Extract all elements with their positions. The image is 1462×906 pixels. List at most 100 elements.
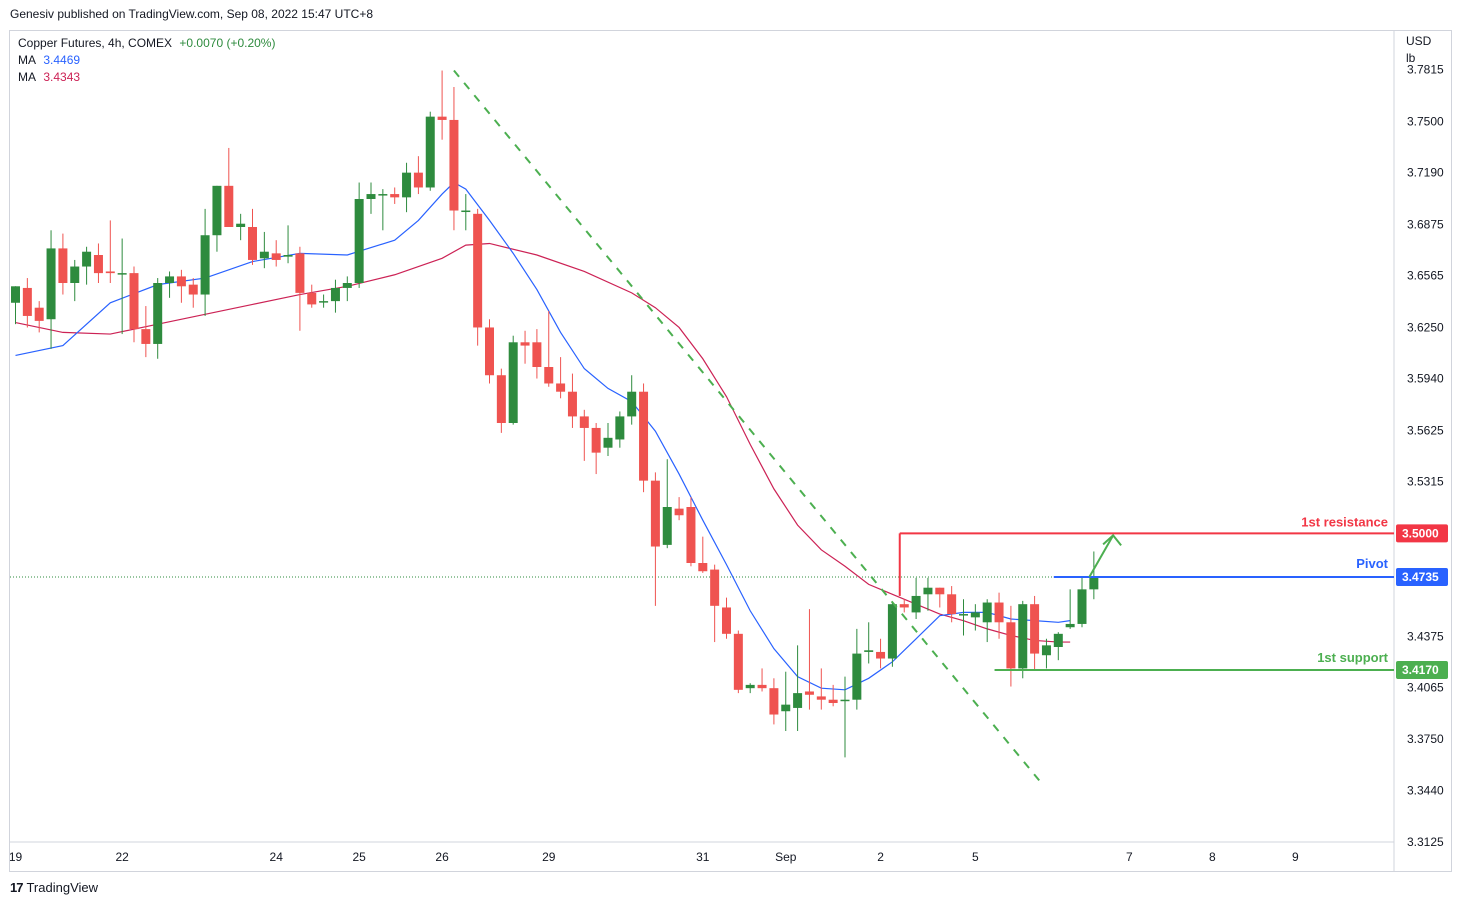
candle-body xyxy=(864,650,874,652)
ma-fast-value: 3.4469 xyxy=(43,53,81,67)
resistance-label: 1st resistance xyxy=(1301,514,1388,529)
downtrend-line xyxy=(453,69,1043,785)
candle-up xyxy=(982,599,992,643)
candle-down xyxy=(579,409,589,461)
ma-slow-line xyxy=(15,242,1071,643)
candle-down xyxy=(769,678,779,725)
candle-up xyxy=(366,182,376,214)
candle-down xyxy=(532,329,542,379)
candle-body xyxy=(366,194,376,199)
candle-down xyxy=(816,668,826,710)
tradingview-logo[interactable]: 17 TradingView xyxy=(10,880,98,895)
candle-up xyxy=(165,271,175,298)
candle-body xyxy=(390,194,400,198)
candle-down xyxy=(733,630,743,694)
candle-down xyxy=(271,240,281,267)
candle-up xyxy=(793,645,803,731)
candle-body xyxy=(46,248,56,320)
candle-body xyxy=(1018,604,1028,669)
candle-body xyxy=(295,253,305,293)
candle-up xyxy=(342,276,352,302)
candle-body xyxy=(698,563,708,572)
x-tick-label: 24 xyxy=(270,850,284,864)
ma-slow-label: MA xyxy=(18,70,36,84)
candle-body xyxy=(899,604,909,608)
candle-down xyxy=(390,187,400,204)
legend-ma-fast-row[interactable]: MA 3.4469 xyxy=(18,52,279,69)
y-tick-label: 3.7500 xyxy=(1407,115,1444,129)
candle-up xyxy=(461,194,471,231)
candle-down xyxy=(485,319,494,384)
candle-body xyxy=(176,276,186,287)
candle-up xyxy=(1018,600,1028,679)
candle-up xyxy=(425,111,435,191)
candle-body xyxy=(188,284,198,295)
candle-down xyxy=(224,147,234,227)
candle-body xyxy=(959,614,968,616)
candle-up xyxy=(923,577,933,611)
candle-up xyxy=(970,604,980,631)
y-tick-label: 3.7190 xyxy=(1407,166,1444,180)
x-tick-label: 22 xyxy=(115,850,129,864)
candle-body xyxy=(615,416,625,440)
candle-up xyxy=(212,185,222,252)
candle-body xyxy=(544,367,554,384)
x-tick-label: 9 xyxy=(1292,850,1299,864)
x-tick-label: 26 xyxy=(435,850,449,864)
candle-up xyxy=(864,622,874,664)
candle-down xyxy=(544,311,554,387)
x-tick-label: 25 xyxy=(352,850,366,864)
candle-body xyxy=(437,116,447,120)
legend-symbol-row: Copper Futures, 4h, COMEX +0.0070 (+0.20… xyxy=(18,35,279,52)
legend-ma-slow-row[interactable]: MA 3.4343 xyxy=(18,69,279,86)
resistance-price-tag xyxy=(1396,524,1448,543)
candle-body xyxy=(733,633,743,690)
candle-up xyxy=(745,683,755,694)
candle-up xyxy=(46,230,56,349)
candle-down xyxy=(935,587,945,608)
candle-body xyxy=(496,375,506,423)
candle-up xyxy=(153,278,163,359)
candle-up xyxy=(840,676,850,758)
candle-up xyxy=(236,213,246,241)
candle-up xyxy=(1077,577,1087,628)
candle-body xyxy=(947,594,957,615)
candle-down xyxy=(591,423,601,475)
y-tick-label: 3.6875 xyxy=(1407,218,1444,232)
pivot-label: Pivot xyxy=(1356,556,1388,571)
candle-body xyxy=(330,287,340,302)
x-tick-label: 31 xyxy=(696,850,710,864)
candle-up xyxy=(402,162,412,213)
candle-body xyxy=(603,437,613,448)
pivot-price-tag xyxy=(1396,568,1448,586)
candle-up xyxy=(319,294,329,308)
candle-body xyxy=(532,342,542,367)
axis-unit-label: lb xyxy=(1406,51,1416,65)
candle-up xyxy=(70,259,80,302)
candle-down xyxy=(248,208,257,265)
projection-arrow-shaft xyxy=(1088,534,1114,578)
candle-up xyxy=(354,182,364,288)
price-chart[interactable]: USD lb3.7815 3.7500 3.7190 3.6875 3.6565 3.625… xyxy=(10,31,1451,871)
x-tick-label: 5 xyxy=(972,850,979,864)
candle-body xyxy=(283,255,293,257)
symbol-title[interactable]: Copper Futures, 4h, COMEX xyxy=(18,36,173,50)
candle-body xyxy=(93,255,103,274)
publisher-info: Genesiv published on TradingView.com, Se… xyxy=(10,7,374,21)
support-price-tag xyxy=(1396,661,1448,680)
candle-body xyxy=(816,696,826,700)
candle-body xyxy=(473,213,483,328)
ma-slow-value: 3.4343 xyxy=(43,70,81,84)
candle-body xyxy=(165,276,175,283)
candle-body xyxy=(579,416,589,428)
candle-down xyxy=(520,330,530,364)
candle-body xyxy=(34,307,44,321)
candle-body xyxy=(994,602,1004,623)
candle-down xyxy=(295,246,305,331)
candle-body xyxy=(828,699,838,703)
candle-body xyxy=(425,116,435,188)
y-tick-label: 3.5940 xyxy=(1407,372,1444,386)
candle-down xyxy=(307,284,317,308)
axis-currency-label: USD xyxy=(1406,34,1432,48)
candle-down xyxy=(674,497,684,521)
